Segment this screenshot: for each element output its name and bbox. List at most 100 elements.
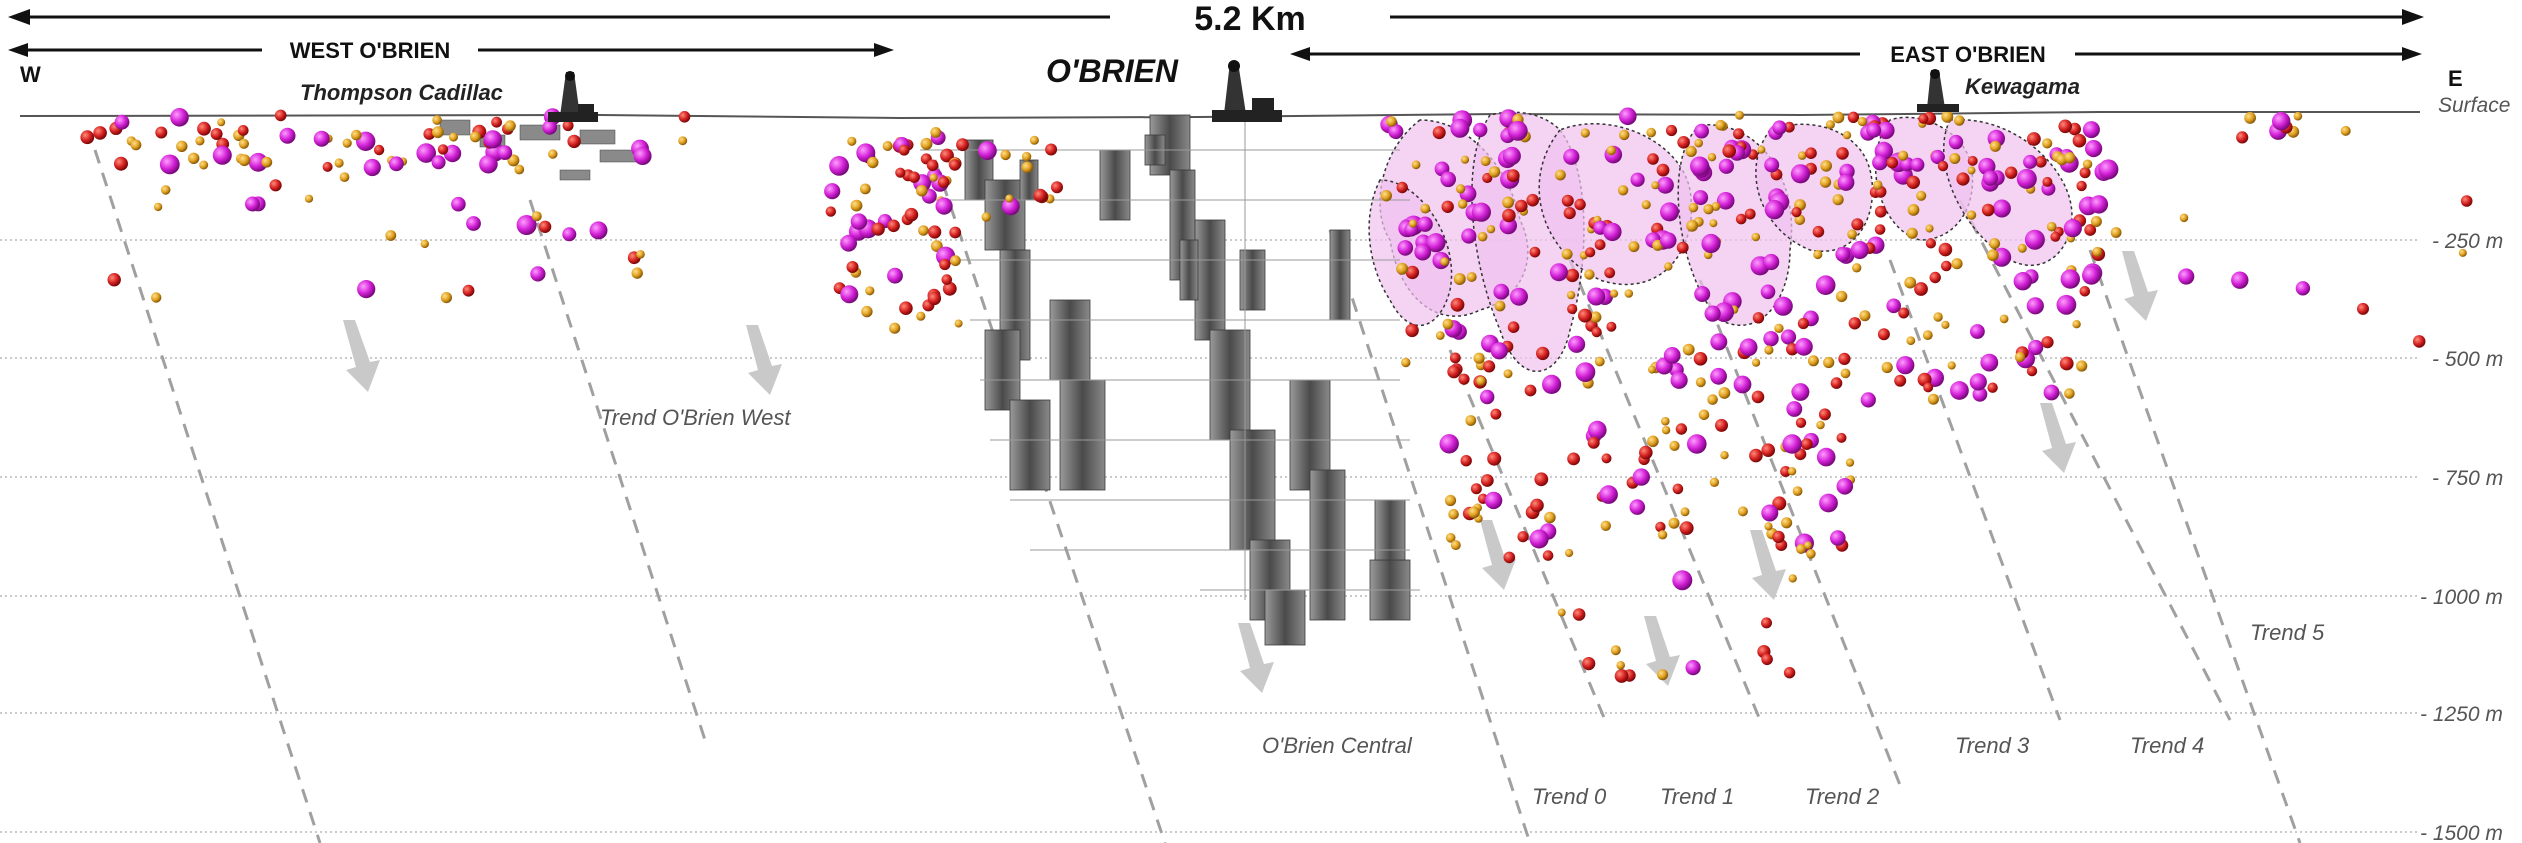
- drill-intercept-sphere: [1720, 451, 1729, 460]
- drill-intercept-sphere: [1565, 548, 1574, 558]
- drill-intercept-sphere: [1524, 384, 1537, 397]
- drill-intercept-sphere: [1458, 373, 1470, 385]
- drill-intercept-sphere: [1561, 248, 1573, 260]
- depth-label-500: - 500 m: [2432, 348, 2503, 371]
- drill-intercept-sphere: [899, 301, 913, 316]
- drill-intercept-sphere: [1859, 310, 1871, 322]
- drill-intercept-sphere: [941, 274, 953, 285]
- drill-intercept-sphere: [1502, 146, 1521, 166]
- drill-intercept-sphere: [1420, 203, 1431, 214]
- drill-intercept-sphere: [978, 141, 997, 161]
- depth-label-1500: - 1500 m: [2420, 822, 2503, 843]
- drill-intercept-sphere: [1641, 200, 1651, 210]
- drill-intercept-sphere: [2064, 388, 2075, 399]
- drill-intercept-sphere: [1896, 356, 1915, 375]
- drill-intercept-sphere: [114, 114, 130, 130]
- drill-intercept-sphere: [466, 216, 481, 231]
- drill-intercept-sphere: [2293, 111, 2303, 121]
- drill-intercept-sphere: [1529, 529, 1549, 549]
- drill-intercept-sphere: [416, 143, 437, 163]
- drill-intercept-sphere: [829, 156, 849, 176]
- drill-intercept-sphere: [2082, 121, 2100, 139]
- drill-intercept-sphere: [1408, 219, 1418, 228]
- drill-intercept-sphere: [1386, 116, 1397, 127]
- drill-intercept-sphere: [245, 196, 260, 212]
- drill-intercept-sphere: [887, 267, 903, 284]
- drill-intercept-sphere: [151, 292, 162, 303]
- drill-intercept-sphere: [516, 215, 537, 235]
- drill-intercept-sphere: [1715, 119, 1726, 131]
- total-length-label: 5.2 Km: [1194, 0, 1306, 38]
- drill-intercept-sphere: [195, 136, 205, 146]
- drill-intercept-sphere: [1948, 134, 1964, 150]
- drill-intercept-sphere: [1610, 645, 1621, 656]
- arrow-icon: [343, 251, 2158, 693]
- drill-intercept-sphere: [1763, 331, 1779, 347]
- drill-intercept-sphere: [1021, 151, 1032, 162]
- drill-intercept-sphere: [1490, 408, 1502, 420]
- drill-intercept-sphere: [1617, 185, 1629, 196]
- drill-intercept-sphere: [304, 194, 314, 203]
- drill-intercept-sphere: [1832, 111, 1845, 124]
- drill-intercept-sphere: [1465, 415, 1477, 426]
- drill-intercept-sphere: [279, 127, 296, 144]
- trend-5-label: Trend 5: [2250, 620, 2325, 645]
- drill-intercept-sphere: [1941, 320, 1950, 329]
- drill-intercept-sphere: [1898, 307, 1910, 319]
- drill-intercept-sphere: [2072, 320, 2081, 329]
- drill-intercept-sphere: [1574, 198, 1586, 211]
- drill-intercept-sphere: [1807, 355, 1819, 367]
- drill-intercept-sphere: [1819, 493, 1838, 513]
- drill-intercept-sphere: [1987, 249, 1999, 262]
- drill-intercept-sphere: [1506, 169, 1520, 183]
- drill-intercept-sphere: [1835, 290, 1848, 303]
- drill-intercept-sphere: [981, 212, 991, 222]
- drill-intercept-sphere: [1687, 434, 1707, 454]
- drill-intercept-sphere: [2046, 221, 2057, 232]
- drill-intercept-sphere: [1735, 213, 1747, 225]
- thompson-label: Thompson Cadillac: [300, 80, 503, 105]
- drill-intercept-sphere: [514, 164, 525, 175]
- drill-intercept-sphere: [1502, 208, 1516, 223]
- drill-intercept-sphere: [1594, 356, 1605, 367]
- drill-intercept-sphere: [1396, 262, 1409, 275]
- drill-intercept-sphere: [1774, 323, 1784, 333]
- drill-intercept-sphere: [2090, 216, 2102, 227]
- drill-intercept-sphere: [1619, 129, 1630, 141]
- span-arrows: [8, 9, 2424, 61]
- drill-intercept-sphere: [1763, 253, 1780, 271]
- drill-intercept-sphere: [1780, 329, 1797, 345]
- drill-intercept-sphere: [440, 292, 452, 304]
- drill-intercept-sphere: [1816, 447, 1836, 467]
- drill-intercept-sphere: [1549, 263, 1568, 282]
- drill-intercept-sphere: [1001, 197, 1020, 216]
- drill-intercept-sphere: [920, 137, 933, 150]
- drill-intercept-sphere: [1933, 312, 1943, 322]
- drill-intercept-sphere: [2079, 167, 2091, 179]
- drill-intercept-sphere: [1600, 520, 1612, 531]
- drill-intercept-sphere: [1923, 382, 1934, 393]
- drill-intercept-sphere: [1710, 333, 1728, 351]
- drill-intercept-sphere: [1534, 472, 1549, 487]
- drill-intercept-sphere: [1815, 275, 1836, 296]
- drill-intercept-sphere: [1544, 511, 1556, 524]
- trend-obrien-central-label: O'Brien Central: [1262, 733, 1413, 758]
- drill-intercept-sphere: [1780, 466, 1792, 477]
- drill-intercept-sphere: [1587, 287, 1606, 306]
- drill-intercept-sphere: [1486, 225, 1496, 234]
- drill-intercept-sphere: [1476, 376, 1486, 386]
- drill-intercept-sphere: [1989, 238, 2001, 250]
- drill-intercept-sphere: [1045, 143, 1058, 156]
- drill-intercept-sphere: [1795, 337, 1813, 356]
- drill-intercept-sphere: [530, 266, 546, 282]
- drill-intercept-sphere: [462, 284, 475, 297]
- drill-intercept-sphere: [1757, 145, 1766, 154]
- drill-intercept-sphere: [2272, 112, 2291, 131]
- drill-intercept-sphere: [1445, 533, 1456, 543]
- drill-intercept-sphere: [1005, 194, 1014, 203]
- trend-labels: Trend O'Brien West O'Brien Central Trend…: [600, 405, 2325, 809]
- drill-intercept-sphere: [1441, 200, 1454, 213]
- drill-intercept-sphere: [1051, 181, 1063, 194]
- drill-intercept-sphere: [1507, 120, 1528, 141]
- drill-intercept-sphere: [504, 120, 516, 132]
